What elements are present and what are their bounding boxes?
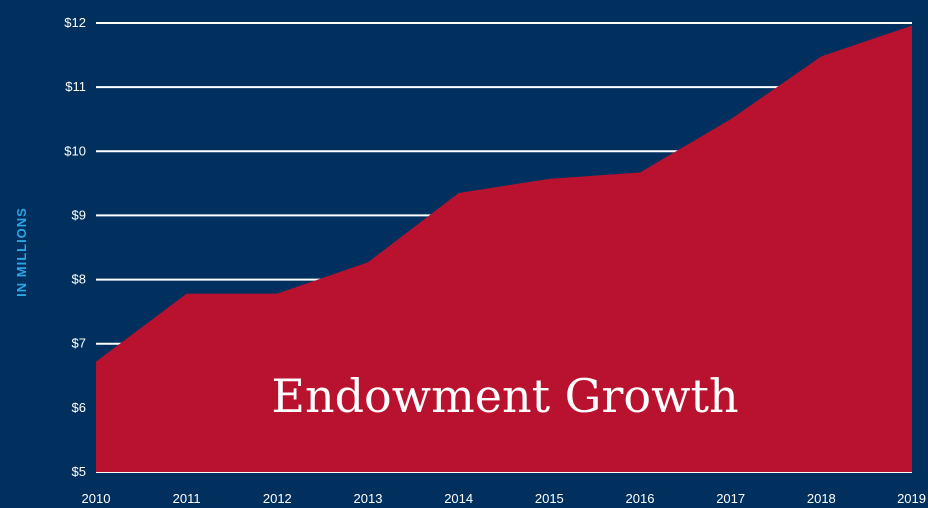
y-tick-label: $8 <box>72 272 86 287</box>
y-tick-label: $10 <box>64 143 86 158</box>
x-tick-labels: 2010 2011 2012 2013 2014 2015 2016 2017 2018 2019 <box>82 491 926 506</box>
area-series-fill <box>96 25 912 473</box>
x-tick-label: 2016 <box>626 491 655 506</box>
x-tick-label: 2015 <box>535 491 564 506</box>
x-tick-label: 2018 <box>807 491 836 506</box>
y-tick-label: $5 <box>72 464 86 479</box>
area-series <box>96 25 912 473</box>
x-tick-label: 2010 <box>82 491 111 506</box>
chart-title: Endowment Growth <box>271 369 738 423</box>
y-tick-label: $11 <box>65 79 86 94</box>
x-tick-label: 2013 <box>354 491 383 506</box>
x-tick-label: 2012 <box>263 491 292 506</box>
y-axis-label: IN MILLIONS <box>14 207 29 297</box>
y-tick-label: $6 <box>72 400 86 415</box>
y-tick-label: $7 <box>72 336 86 351</box>
y-tick-label: $12 <box>64 15 86 30</box>
x-tick-label: 2019 <box>897 491 926 506</box>
x-tick-label: 2011 <box>173 491 201 506</box>
x-tick-label: 2017 <box>716 491 745 506</box>
x-tick-label: 2014 <box>444 491 473 506</box>
y-tick-label: $9 <box>72 207 86 222</box>
y-tick-labels: $5 $6 $7 $8 $9 $10 $11 $12 <box>64 15 86 479</box>
